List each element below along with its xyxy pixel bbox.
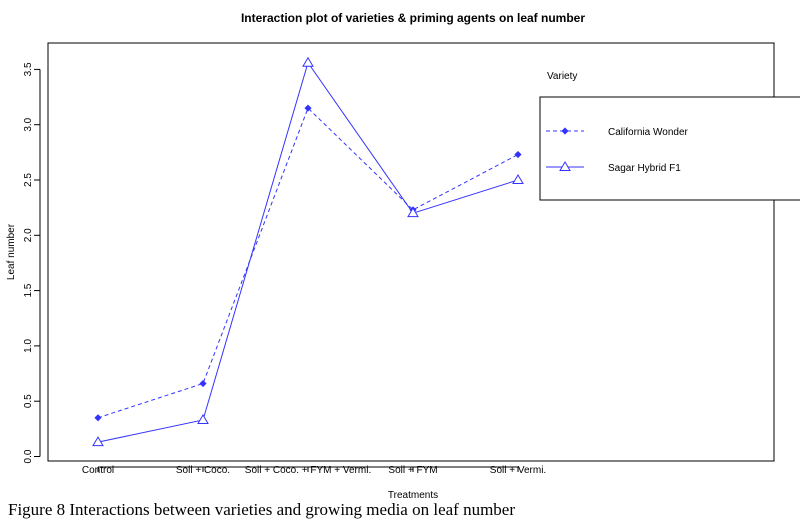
x-tick-label: Soil + Coco.	[176, 465, 230, 476]
data-point	[92, 436, 104, 447]
data-point	[302, 56, 314, 67]
y-tick-label: 1.5	[23, 283, 34, 297]
x-axis-label: Treatments	[388, 490, 438, 501]
y-axis-label: Leaf number	[6, 223, 17, 280]
figure-caption: Figure 8 Interactions between varieties …	[8, 500, 515, 519]
y-tick-label: 1.0	[23, 339, 34, 353]
plot-area-border	[47, 42, 775, 462]
legend-marker	[559, 161, 571, 171]
legend-title: Variety	[547, 71, 577, 82]
data-point	[304, 104, 312, 112]
data-point	[514, 150, 522, 159]
y-tick-label: 2.0	[23, 228, 34, 242]
series-layer	[92, 56, 524, 447]
data-point	[512, 174, 524, 184]
y-tick-label: 0.0	[23, 449, 34, 463]
y-axis: 0.0 0.5 1.0 1.5 2.0 2.5 3.0 3.5	[23, 62, 41, 463]
x-tick-label: Soil + Vermi.	[490, 465, 546, 476]
legend-marker	[561, 127, 569, 135]
data-point	[94, 414, 102, 422]
data-point	[407, 207, 419, 218]
y-tick-label: 0.5	[23, 394, 34, 408]
x-tick-label: Soil + Coco. + FYM + Vermi.	[245, 465, 371, 476]
x-tick-label: Soil + FYM	[388, 465, 437, 476]
y-tick-label: 2.5	[23, 173, 34, 187]
x-axis: Control Soil + Coco. Soil + Coco. + FYM + …	[82, 465, 546, 476]
x-tick-label: Control	[82, 465, 114, 476]
data-point	[197, 414, 209, 425]
legend-label: California Wonder	[608, 127, 689, 138]
y-tick-label: 3.5	[23, 62, 34, 76]
series-line-2	[97, 61, 519, 443]
legend-box	[539, 96, 800, 201]
legend-label: Sagar Hybrid F1	[608, 163, 681, 174]
chart-title: Interaction plot of varieties & priming …	[241, 11, 585, 25]
legend: California Wonder Sagar Hybrid F1	[539, 96, 800, 201]
y-tick-label: 3.0	[23, 117, 34, 131]
series-line-1	[97, 107, 519, 419]
data-point	[199, 379, 207, 388]
